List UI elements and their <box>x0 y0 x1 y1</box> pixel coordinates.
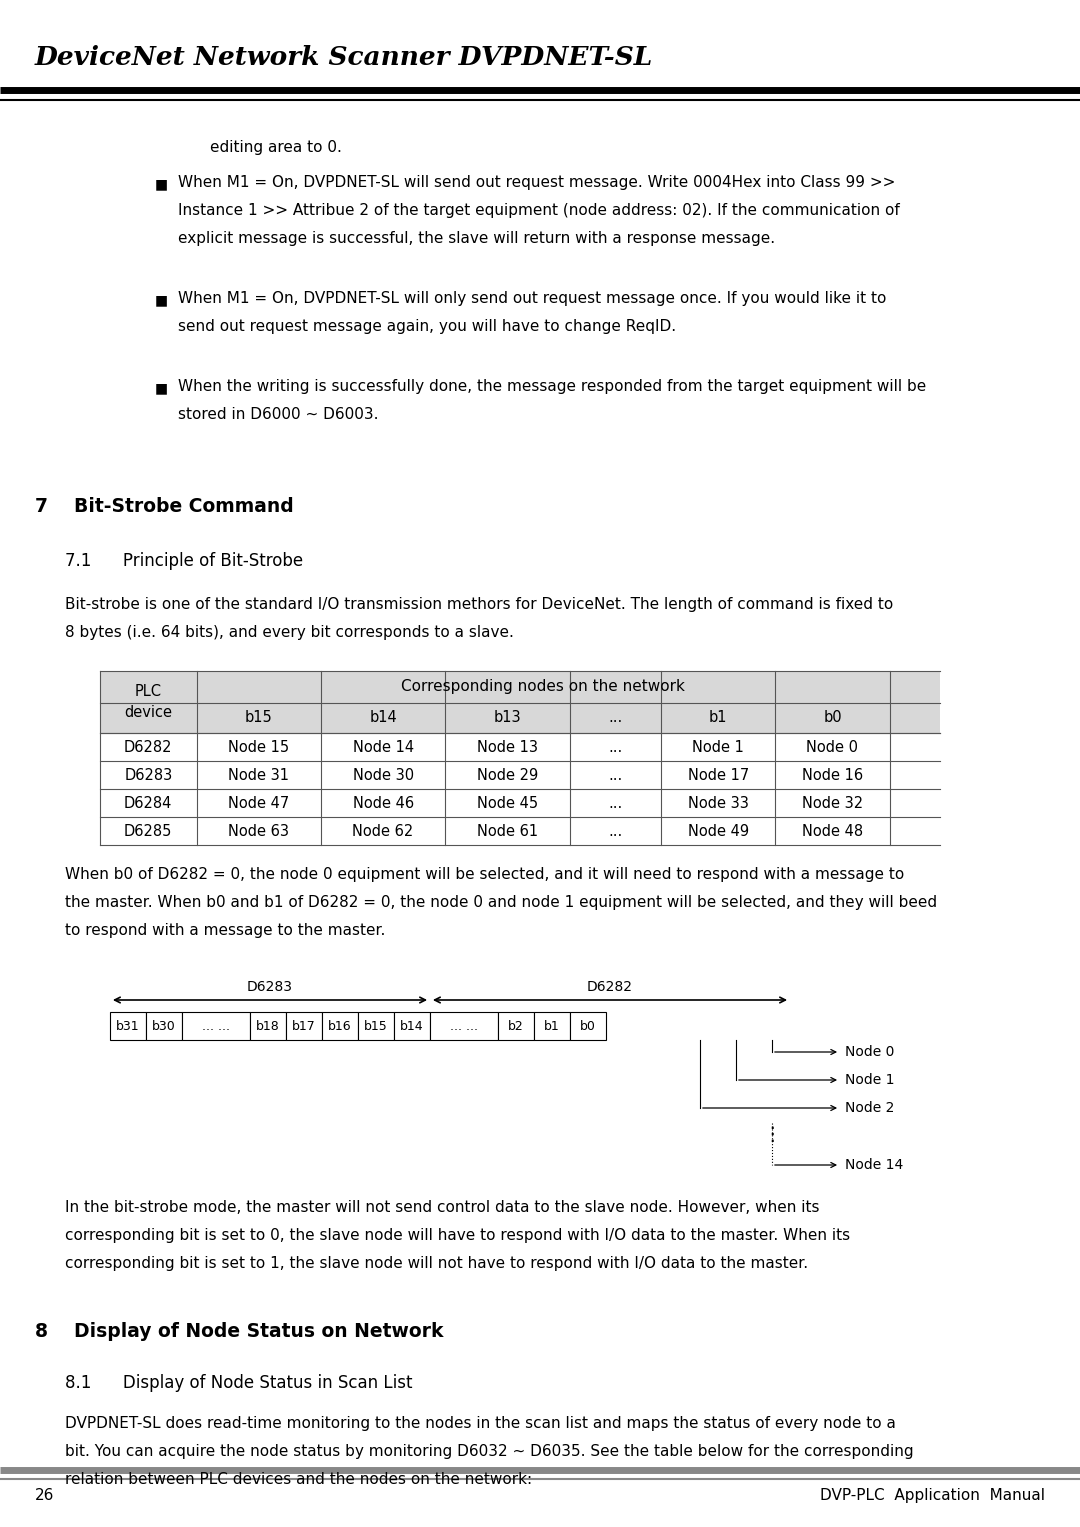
Text: Node 47: Node 47 <box>228 796 289 811</box>
Text: 7.1      Principle of Bit-Strobe: 7.1 Principle of Bit-Strobe <box>65 551 303 570</box>
Bar <box>249 1012 286 1040</box>
Text: When b0 of D6282 = 0, the node 0 equipment will be selected, and it will need to: When b0 of D6282 = 0, the node 0 equipme… <box>65 867 904 883</box>
Text: Node 62: Node 62 <box>352 823 414 838</box>
Text: Node 45: Node 45 <box>477 796 538 811</box>
Text: ...: ... <box>608 739 622 754</box>
Text: Node 1: Node 1 <box>692 739 744 754</box>
Text: b17: b17 <box>292 1020 315 1032</box>
Text: ■: ■ <box>156 177 168 191</box>
Text: Node 14: Node 14 <box>845 1157 903 1173</box>
Text: Node 31: Node 31 <box>228 768 289 782</box>
Text: explicit message is successful, the slave will return with a response message.: explicit message is successful, the slav… <box>178 231 775 246</box>
Bar <box>534 1012 570 1040</box>
Text: Node 1: Node 1 <box>845 1073 894 1087</box>
Text: Node 61: Node 61 <box>477 823 538 838</box>
Text: ⋮: ⋮ <box>762 1125 782 1145</box>
Bar <box>570 1012 606 1040</box>
Text: Node 16: Node 16 <box>802 768 863 782</box>
Bar <box>100 702 940 733</box>
Text: send out request message again, you will have to change ReqID.: send out request message again, you will… <box>178 319 676 334</box>
Text: 26: 26 <box>35 1487 54 1503</box>
Text: b0: b0 <box>823 710 841 725</box>
Text: Node 63: Node 63 <box>228 823 289 838</box>
Text: 8.1      Display of Node Status in Scan List: 8.1 Display of Node Status in Scan List <box>65 1374 413 1393</box>
Text: D6282: D6282 <box>588 980 633 994</box>
Text: b31: b31 <box>117 1020 139 1032</box>
Text: Node 49: Node 49 <box>688 823 748 838</box>
Text: Node 0: Node 0 <box>807 739 859 754</box>
Text: editing area to 0.: editing area to 0. <box>210 140 342 156</box>
Text: Node 13: Node 13 <box>477 739 538 754</box>
Bar <box>430 1012 498 1040</box>
Text: ...: ... <box>608 768 622 782</box>
Bar <box>394 1012 430 1040</box>
Text: b15: b15 <box>245 710 272 725</box>
Bar <box>357 1012 394 1040</box>
Text: D6284: D6284 <box>124 796 173 811</box>
Text: b13: b13 <box>494 710 522 725</box>
Text: b1: b1 <box>544 1020 559 1032</box>
Text: DVPDNET-SL does read-time monitoring to the nodes in the scan list and maps the : DVPDNET-SL does read-time monitoring to … <box>65 1416 896 1431</box>
Text: b18: b18 <box>256 1020 280 1032</box>
Text: corresponding bit is set to 1, the slave node will not have to respond with I/O : corresponding bit is set to 1, the slave… <box>65 1257 808 1270</box>
Bar <box>183 1012 249 1040</box>
Text: b14: b14 <box>401 1020 423 1032</box>
Text: bit. You can acquire the node status by monitoring D6032 ~ D6035. See the table : bit. You can acquire the node status by … <box>65 1445 914 1458</box>
Text: Node 30: Node 30 <box>352 768 414 782</box>
Text: When the writing is successfully done, the message responded from the target equ: When the writing is successfully done, t… <box>178 379 927 394</box>
Text: Node 0: Node 0 <box>845 1044 894 1060</box>
Bar <box>110 1012 146 1040</box>
Text: Corresponding nodes on the network: Corresponding nodes on the network <box>401 680 685 695</box>
Text: Node 14: Node 14 <box>352 739 414 754</box>
Text: In the bit-strobe mode, the master will not send control data to the slave node.: In the bit-strobe mode, the master will … <box>65 1200 820 1215</box>
Text: DVP-PLC  Application  Manual: DVP-PLC Application Manual <box>820 1487 1045 1503</box>
Text: b2: b2 <box>508 1020 524 1032</box>
Text: ...: ... <box>608 796 622 811</box>
Text: relation between PLC devices and the nodes on the network:: relation between PLC devices and the nod… <box>65 1472 532 1487</box>
Text: b1: b1 <box>708 710 728 725</box>
Text: D6285: D6285 <box>124 823 173 838</box>
Bar <box>286 1012 322 1040</box>
Text: ...: ... <box>608 710 622 725</box>
Bar <box>100 670 940 702</box>
Text: Node 32: Node 32 <box>802 796 863 811</box>
Text: Instance 1 >> Attribue 2 of the target equipment (node address: 02). If the comm: Instance 1 >> Attribue 2 of the target e… <box>178 203 900 218</box>
Text: b0: b0 <box>580 1020 596 1032</box>
Text: b15: b15 <box>364 1020 388 1032</box>
Text: When M1 = On, DVPDNET-SL will send out request message. Write 0004Hex into Class: When M1 = On, DVPDNET-SL will send out r… <box>178 176 895 189</box>
Text: b14: b14 <box>369 710 397 725</box>
Text: Node 48: Node 48 <box>802 823 863 838</box>
Text: Node 33: Node 33 <box>688 796 748 811</box>
Bar <box>322 1012 357 1040</box>
Text: ■: ■ <box>156 293 168 307</box>
Text: ■: ■ <box>156 382 168 395</box>
Text: corresponding bit is set to 0, the slave node will have to respond with I/O data: corresponding bit is set to 0, the slave… <box>65 1228 850 1243</box>
Text: Bit-strobe is one of the standard I/O transmission methors for DeviceNet. The le: Bit-strobe is one of the standard I/O tr… <box>65 597 893 612</box>
Text: b30: b30 <box>152 1020 176 1032</box>
Text: Node 2: Node 2 <box>845 1101 894 1115</box>
Bar <box>498 1012 534 1040</box>
Text: D6282: D6282 <box>124 739 173 754</box>
Text: Node 17: Node 17 <box>688 768 748 782</box>
Text: PLC
device: PLC device <box>124 684 173 721</box>
Text: When M1 = On, DVPDNET-SL will only send out request message once. If you would l: When M1 = On, DVPDNET-SL will only send … <box>178 292 887 305</box>
Text: 8 bytes (i.e. 64 bits), and every bit corresponds to a slave.: 8 bytes (i.e. 64 bits), and every bit co… <box>65 625 514 640</box>
Text: 8    Display of Node Status on Network: 8 Display of Node Status on Network <box>35 1322 444 1341</box>
Bar <box>146 1012 183 1040</box>
Text: stored in D6000 ~ D6003.: stored in D6000 ~ D6003. <box>178 408 378 421</box>
Text: ... ...: ... ... <box>202 1020 230 1032</box>
Text: to respond with a message to the master.: to respond with a message to the master. <box>65 922 386 938</box>
Text: ... ...: ... ... <box>450 1020 478 1032</box>
Text: Node 29: Node 29 <box>476 768 538 782</box>
Text: D6283: D6283 <box>247 980 293 994</box>
Text: Node 15: Node 15 <box>228 739 289 754</box>
Text: 7    Bit-Strobe Command: 7 Bit-Strobe Command <box>35 496 294 516</box>
Text: D6283: D6283 <box>124 768 173 782</box>
Text: Node 46: Node 46 <box>352 796 414 811</box>
Text: the master. When b0 and b1 of D6282 = 0, the node 0 and node 1 equipment will be: the master. When b0 and b1 of D6282 = 0,… <box>65 895 937 910</box>
Text: DeviceNet Network Scanner DVPDNET-SL: DeviceNet Network Scanner DVPDNET-SL <box>35 44 653 70</box>
Text: b16: b16 <box>328 1020 352 1032</box>
Text: ...: ... <box>608 823 622 838</box>
